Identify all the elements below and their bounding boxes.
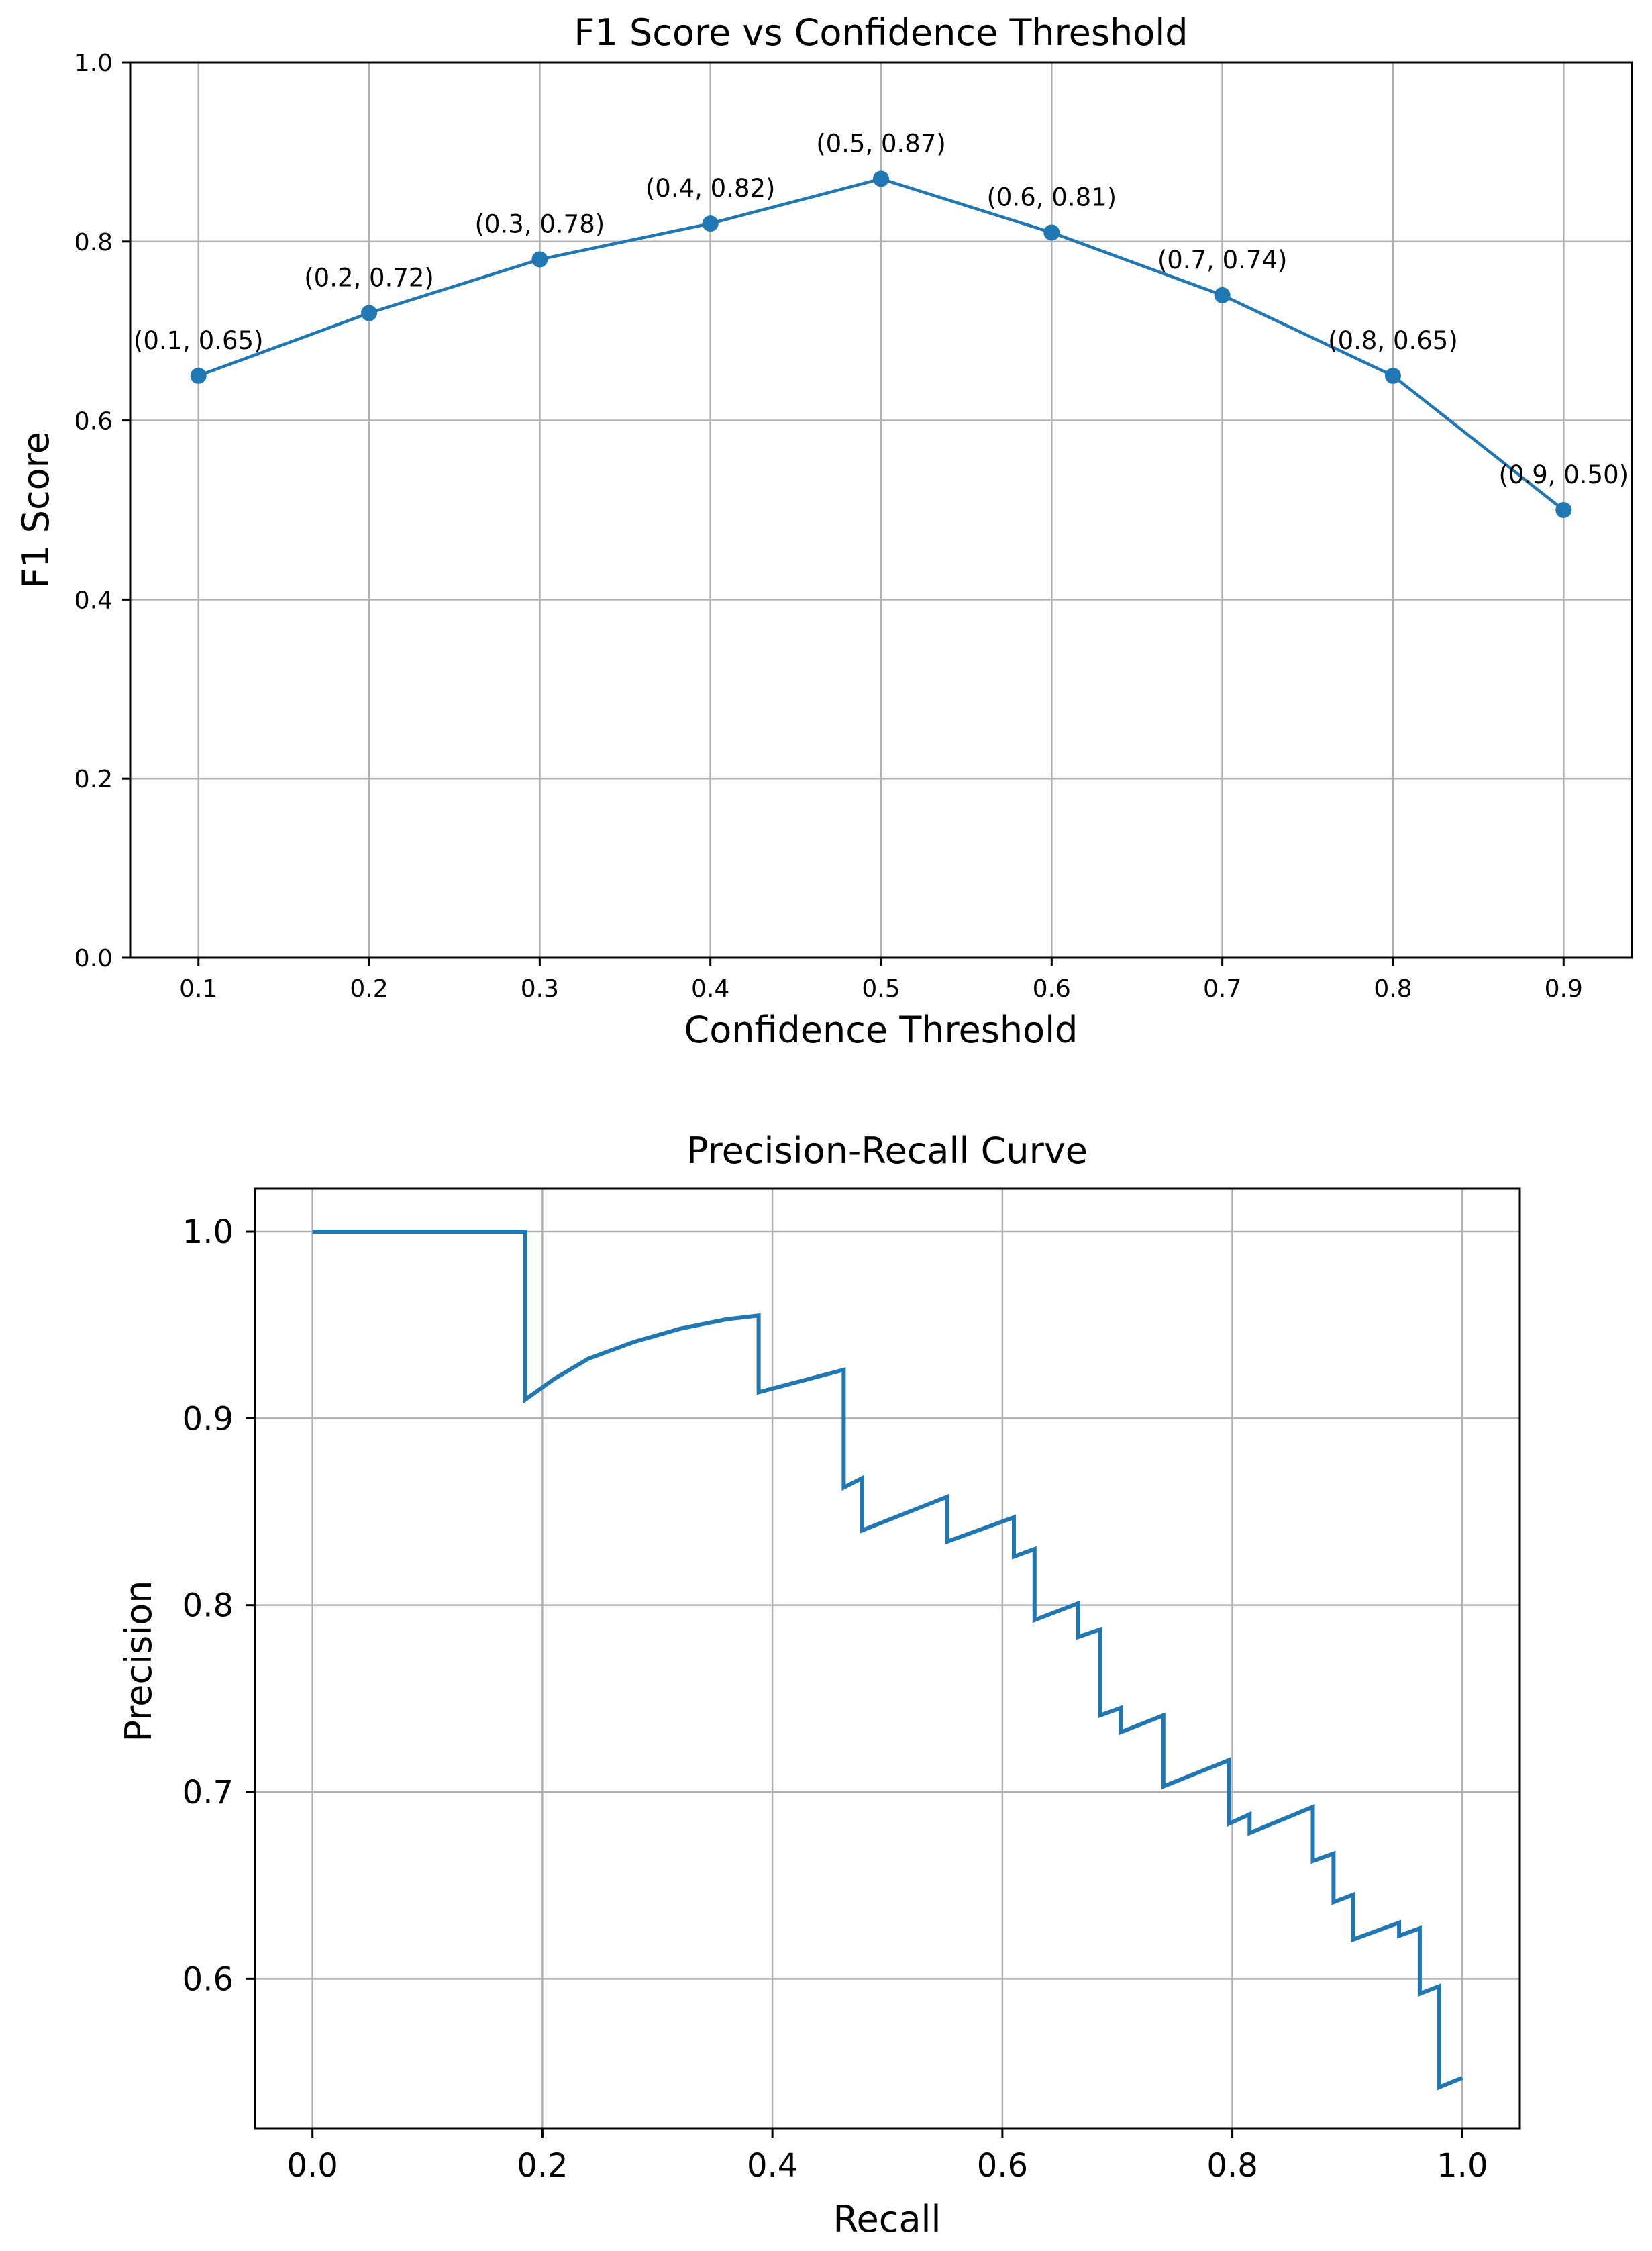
f1-point-label: (0.3, 0.78) (475, 209, 605, 238)
f1-data-point (873, 170, 889, 187)
pr-chart-title: Precision-Recall Curve (686, 1130, 1088, 1172)
pr-ticks: 0.0 0.2 0.4 0.6 0.8 1.0 0.6 0.7 0.8 0.9 1.0 (183, 1213, 1488, 2185)
f1-y-tick-label: 0.0 (74, 945, 113, 972)
f1-data-point (1555, 502, 1572, 518)
f1-chart: 0.1 0.2 0.3 0.4 0.5 0.6 0.7 0.8 0.9 0.0 0.2 0.4 0.6 0… (15, 11, 1633, 1051)
pr-gridlines (255, 1189, 1520, 2128)
pr-chart: 0.0 0.2 0.4 0.6 0.8 1.0 0.6 0.7 0.8 0.9 1.0 Precis… (117, 1130, 1521, 2240)
f1-chart-title: F1 Score vs Confidence Threshold (574, 11, 1188, 54)
f1-y-tick-label: 1.0 (74, 50, 113, 77)
pr-x-tick-label: 0.2 (517, 2147, 568, 2185)
f1-data-point (1043, 224, 1060, 241)
pr-x-axis-label: Recall (833, 2198, 941, 2240)
pr-y-tick-label: 0.8 (183, 1587, 234, 1625)
f1-x-axis-label: Confidence Threshold (684, 1009, 1078, 1051)
pr-x-tick-label: 0.0 (287, 2147, 338, 2185)
pr-y-tick-label: 0.6 (183, 1960, 234, 1998)
pr-plot-frame (254, 1187, 1521, 2130)
pr-y-tick-label: 1.0 (183, 1213, 234, 1251)
f1-x-tick-label: 0.9 (1545, 975, 1583, 1003)
pr-x-tick-label: 0.6 (977, 2147, 1028, 2185)
f1-point-label: (0.2, 0.72) (304, 264, 434, 293)
f1-x-tick-label: 0.3 (521, 975, 559, 1003)
f1-x-tick-label: 0.6 (1033, 975, 1071, 1003)
f1-data-point (1384, 367, 1401, 384)
f1-x-tick-label: 0.8 (1374, 975, 1412, 1003)
f1-x-tick-label: 0.1 (179, 975, 217, 1003)
f1-ticks: 0.1 0.2 0.3 0.4 0.5 0.6 0.7 0.8 0.9 0.0 0.2 0.4 0.6 0… (74, 50, 1583, 1003)
pr-x-tick-label: 0.4 (747, 2147, 798, 2185)
f1-y-tick-label: 0.8 (74, 229, 113, 256)
f1-data-point (531, 251, 548, 268)
f1-y-tick-label: 0.2 (74, 766, 113, 793)
f1-x-tick-label: 0.5 (862, 975, 900, 1003)
f1-data-point (1214, 287, 1231, 303)
f1-x-tick-label: 0.7 (1203, 975, 1241, 1003)
f1-point-label: (0.5, 0.87) (816, 129, 946, 158)
pr-y-tick-label: 0.9 (183, 1400, 234, 1438)
f1-point-labels: (0.1, 0.65) (0.2, 0.72) (0.3, 0.78) (0.4, 0… (134, 129, 1629, 489)
f1-data-point (361, 305, 378, 321)
f1-point-label: (0.7, 0.74) (1157, 246, 1288, 274)
f1-points (190, 170, 1572, 518)
f1-point-label: (0.9, 0.50) (1498, 460, 1629, 489)
f1-y-axis-label: F1 Score (15, 432, 57, 589)
f1-data-point (702, 215, 719, 232)
pr-x-tick-label: 1.0 (1437, 2147, 1488, 2185)
f1-x-tick-label: 0.4 (691, 975, 729, 1003)
f1-point-label: (0.6, 0.81) (987, 183, 1117, 211)
pr-y-axis-label: Precision (117, 1581, 160, 1742)
f1-point-label: (0.8, 0.65) (1328, 326, 1458, 355)
pr-y-tick-label: 0.7 (183, 1774, 234, 1811)
f1-y-tick-label: 0.4 (74, 587, 113, 614)
f1-point-label: (0.1, 0.65) (134, 326, 264, 355)
f1-plot-frame (129, 61, 1633, 959)
f1-point-label: (0.4, 0.82) (646, 174, 776, 203)
f1-y-tick-label: 0.6 (74, 408, 113, 436)
pr-curve-line (312, 1230, 1463, 2091)
f1-gridlines (130, 61, 1632, 959)
f1-data-point (190, 367, 207, 384)
pr-x-tick-label: 0.8 (1206, 2147, 1257, 2185)
f1-x-tick-label: 0.2 (350, 975, 388, 1003)
